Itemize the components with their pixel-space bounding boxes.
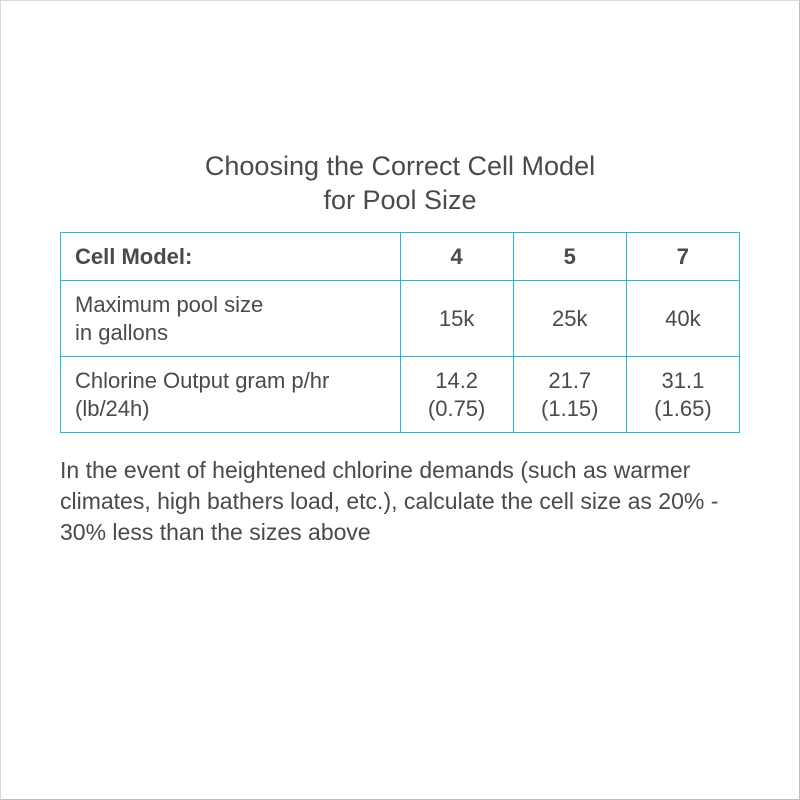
cell: 31.1 (1.65) xyxy=(626,357,739,433)
table-header-row: Cell Model: 4 5 7 xyxy=(61,232,740,281)
col-head-0: 4 xyxy=(400,232,513,281)
cell-line1: 25k xyxy=(552,306,587,331)
cell-model-table: Cell Model: 4 5 7 Maximum pool size in g… xyxy=(60,232,740,434)
row-label-line2: in gallons xyxy=(75,320,168,345)
cell-line1: 21.7 xyxy=(548,368,591,393)
row-label-line2: (lb/24h) xyxy=(75,396,150,421)
cell: 15k xyxy=(400,281,513,357)
table-row: Maximum pool size in gallons 15k 25k 40k xyxy=(61,281,740,357)
cell-line1: 31.1 xyxy=(662,368,705,393)
row-label: Chlorine Output gram p/hr (lb/24h) xyxy=(61,357,401,433)
row-label-line1: Maximum pool size xyxy=(75,292,263,317)
cell: 25k xyxy=(513,281,626,357)
row-label-line1: Chlorine Output gram p/hr xyxy=(75,368,329,393)
cell-line2: (1.65) xyxy=(654,396,711,421)
cell-line2: (1.15) xyxy=(541,396,598,421)
page-title: Choosing the Correct Cell Model for Pool… xyxy=(60,150,740,218)
cell-line1: 15k xyxy=(439,306,474,331)
table-row: Chlorine Output gram p/hr (lb/24h) 14.2 … xyxy=(61,357,740,433)
content-area: Choosing the Correct Cell Model for Pool… xyxy=(60,150,740,548)
footnote-text: In the event of heightened chlorine dema… xyxy=(60,455,740,548)
cell: 21.7 (1.15) xyxy=(513,357,626,433)
title-line-2: for Pool Size xyxy=(323,185,476,215)
row-label: Maximum pool size in gallons xyxy=(61,281,401,357)
title-line-1: Choosing the Correct Cell Model xyxy=(205,151,595,181)
col-head-1: 5 xyxy=(513,232,626,281)
cell-line2: (0.75) xyxy=(428,396,485,421)
col-head-2: 7 xyxy=(626,232,739,281)
cell: 40k xyxy=(626,281,739,357)
header-label: Cell Model: xyxy=(61,232,401,281)
cell: 14.2 (0.75) xyxy=(400,357,513,433)
cell-line1: 14.2 xyxy=(435,368,478,393)
cell-line1: 40k xyxy=(665,306,700,331)
